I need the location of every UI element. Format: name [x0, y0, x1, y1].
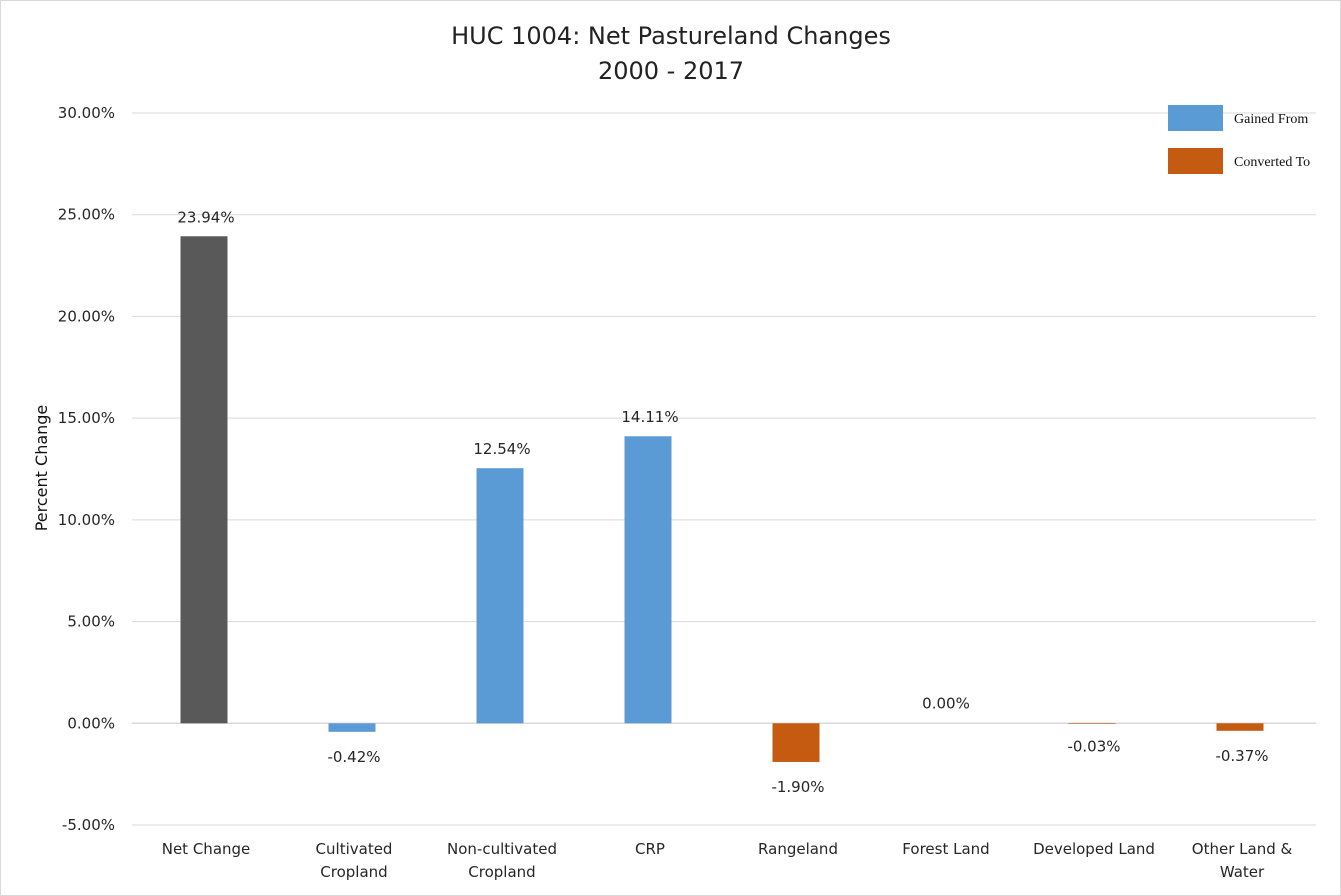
data-label: 23.94%: [177, 208, 234, 226]
bar: [180, 236, 228, 724]
y-tick-label: 25.00%: [58, 206, 115, 224]
data-label: -0.03%: [1067, 737, 1120, 755]
x-category-label: Forest Land: [902, 840, 989, 858]
bar: [1216, 723, 1264, 731]
x-category-label: Net Change: [162, 840, 251, 858]
x-category-label: Cultivated: [316, 840, 393, 858]
data-label: 12.54%: [473, 440, 530, 458]
x-category-label: Developed Land: [1033, 840, 1155, 858]
data-label: 0.00%: [922, 694, 970, 712]
bar: [476, 468, 524, 724]
bar: [1068, 723, 1116, 724]
x-category-label: Non-cultivated: [447, 840, 557, 858]
y-tick-label: 15.00%: [58, 409, 115, 427]
data-label: -1.90%: [771, 778, 824, 796]
x-category-label: CRP: [635, 840, 665, 858]
y-tick-label: 20.00%: [58, 307, 115, 325]
x-category-label: Rangeland: [758, 840, 838, 858]
x-category-label: Other Land &: [1192, 840, 1293, 858]
legend-label: Converted To: [1234, 155, 1310, 170]
legend-swatch: [1168, 105, 1223, 131]
bars: [180, 236, 1264, 762]
legend: Gained From Converted To: [1168, 105, 1310, 174]
x-category-label: Cropland: [468, 863, 535, 881]
y-tick-label: 0.00%: [67, 714, 115, 732]
y-axis-ticks: 30.00% 25.00% 20.00% 15.00% 10.00% 5.00% 0.00%…: [58, 104, 115, 834]
y-tick-label: 30.00%: [58, 104, 115, 122]
legend-label: Gained From: [1234, 112, 1308, 127]
y-tick-label: -5.00%: [62, 816, 115, 834]
chart-subtitle: 2000 - 2017: [598, 57, 744, 85]
x-category-label: Cropland: [320, 863, 387, 881]
data-label: -0.42%: [327, 748, 380, 766]
data-label: 14.11%: [621, 408, 678, 426]
legend-swatch: [1168, 148, 1223, 174]
y-tick-label: 10.00%: [58, 511, 115, 529]
x-category-label: Water: [1220, 863, 1265, 881]
bar: [624, 436, 672, 724]
x-axis-categories: Net Change Cultivated Cropland Non-cultivat…: [162, 840, 1293, 881]
bar: [772, 723, 820, 762]
y-tick-label: 5.00%: [67, 613, 115, 631]
data-labels: 23.94% -0.42% 12.54% 14.11% -1.90% 0.00% -0.03…: [177, 208, 1268, 796]
y-axis-title: Percent Change: [32, 405, 51, 532]
data-label: -0.37%: [1215, 747, 1268, 765]
gridlines: [132, 112, 1316, 826]
bar: [328, 723, 376, 732]
chart-title: HUC 1004: Net Pastureland Changes: [451, 22, 891, 50]
